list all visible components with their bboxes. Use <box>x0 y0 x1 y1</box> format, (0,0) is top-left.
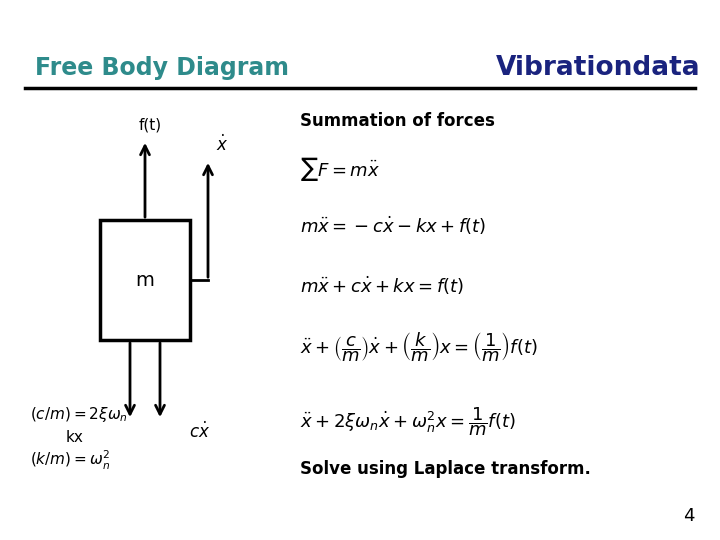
Text: kx: kx <box>66 430 84 445</box>
Bar <box>100 220 190 340</box>
Text: Summation of forces: Summation of forces <box>300 112 495 130</box>
Text: Solve using Laplace transform.: Solve using Laplace transform. <box>300 460 591 478</box>
Text: $(k/m) = \omega_n^2$: $(k/m) = \omega_n^2$ <box>30 448 111 471</box>
Text: $m\ddot{x}=-c\dot{x}-kx+f(t)$: $m\ddot{x}=-c\dot{x}-kx+f(t)$ <box>300 215 486 237</box>
Text: $\dot{x}$: $\dot{x}$ <box>216 135 228 155</box>
Text: $(c/m) = 2\xi\omega_n$: $(c/m) = 2\xi\omega_n$ <box>30 406 128 424</box>
Text: $\ddot{x}+\left(\dfrac{c}{m}\right)\dot{x}+\left(\dfrac{k}{m}\right)x=\left(\dfr: $\ddot{x}+\left(\dfrac{c}{m}\right)\dot{… <box>300 330 538 363</box>
Text: 4: 4 <box>683 507 695 525</box>
Text: $\ddot{x}+2\xi\omega_n\dot{x}+\omega_n^2 x=\dfrac{1}{m}f(t)$: $\ddot{x}+2\xi\omega_n\dot{x}+\omega_n^2… <box>300 405 516 437</box>
Text: m: m <box>135 271 154 289</box>
Text: Vibrationdata: Vibrationdata <box>495 55 700 81</box>
Text: Free Body Diagram: Free Body Diagram <box>35 56 289 80</box>
Text: f(t): f(t) <box>138 117 161 132</box>
Text: $\sum F=m\ddot{x}$: $\sum F=m\ddot{x}$ <box>300 155 380 183</box>
Text: $c\dot{x}$: $c\dot{x}$ <box>189 422 210 442</box>
Text: $m\ddot{x}+c\dot{x}+kx=f(t)$: $m\ddot{x}+c\dot{x}+kx=f(t)$ <box>300 275 464 298</box>
